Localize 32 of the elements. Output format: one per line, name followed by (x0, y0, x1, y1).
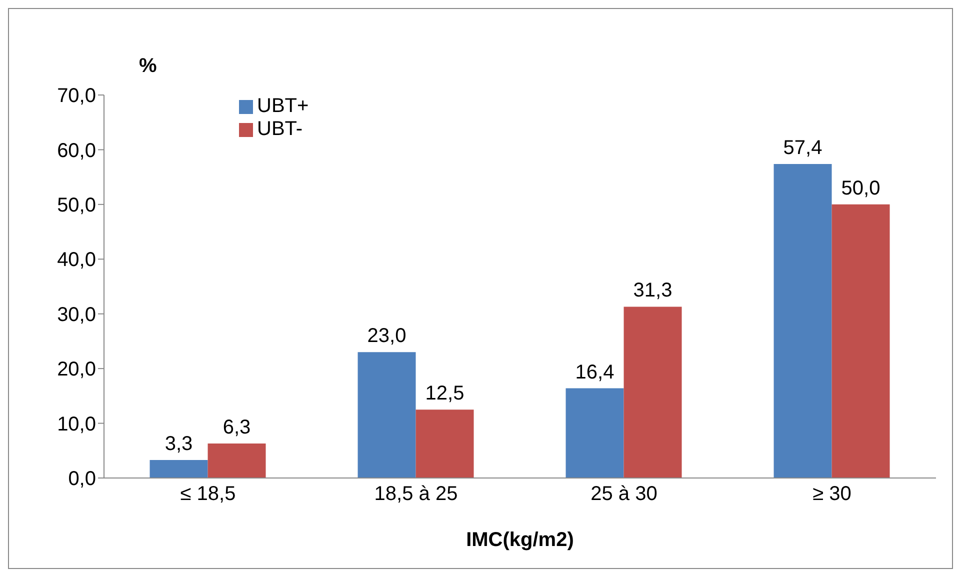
data-label: 23,0 (367, 325, 406, 348)
x-tick-label: 18,5 à 25 (374, 483, 458, 506)
data-label: 6,3 (222, 416, 251, 439)
x-tick-label: ≤ 18,5 (180, 483, 236, 506)
data-label: 57,4 (783, 136, 822, 159)
bar (358, 352, 416, 478)
data-label: 50,0 (841, 177, 880, 200)
bar (832, 204, 890, 478)
bar (416, 410, 474, 478)
y-tick-label: 20,0 (57, 358, 96, 381)
y-tick-label: 60,0 (57, 140, 96, 162)
y-axis-title: % (139, 55, 157, 78)
legend-label: UBT+ (257, 95, 309, 117)
bar (150, 460, 208, 478)
data-label: 3,3 (164, 432, 193, 455)
y-tick-label: 0,0 (68, 468, 96, 490)
data-label: 12,5 (425, 382, 464, 405)
x-tick-label: 25 à 30 (590, 483, 658, 506)
y-tick-label: 10,0 (57, 413, 96, 436)
bar (566, 388, 624, 478)
bar (624, 306, 682, 478)
y-tick-label: 50,0 (57, 194, 96, 217)
data-label: 31,3 (633, 280, 672, 302)
y-tick-label: 40,0 (57, 249, 96, 272)
data-label: 16,4 (575, 361, 614, 384)
legend-label: UBT- (257, 118, 303, 140)
y-tick-label: 70,0 (57, 85, 96, 108)
bar (208, 444, 266, 478)
y-tick-label: 30,0 (57, 304, 96, 326)
x-axis-title: IMC(kg/m2) (466, 529, 574, 551)
bar (774, 164, 832, 478)
x-tick-label: ≥ 30 (812, 483, 852, 506)
